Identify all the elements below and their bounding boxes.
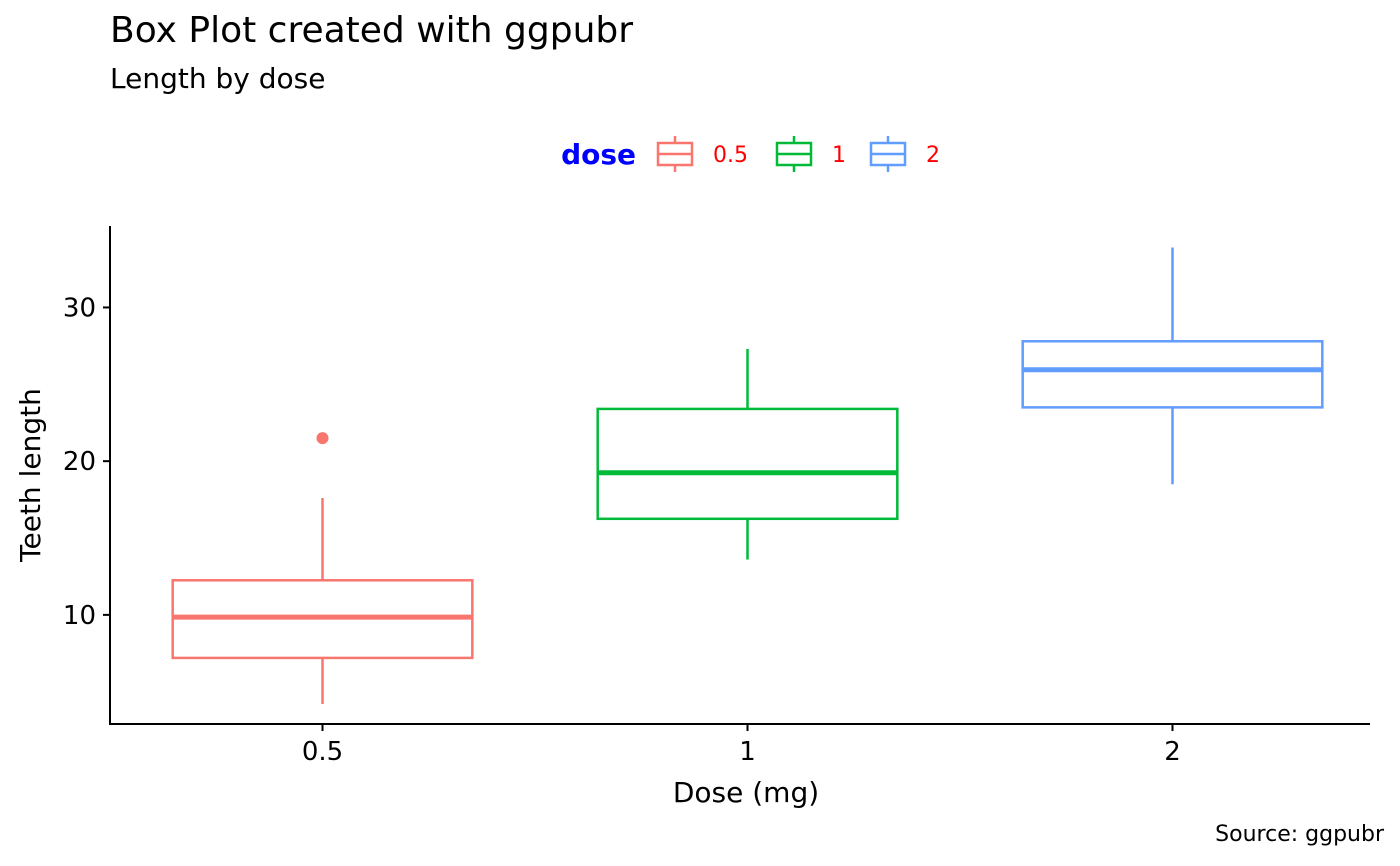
legend: dose 0.5 1 2: [561, 136, 940, 172]
y-tick-label: 30: [63, 293, 96, 323]
legend-item-2: 2: [869, 136, 940, 172]
x-tick-label: 2: [1164, 737, 1181, 767]
x-tick-label: 0.5: [302, 737, 343, 767]
box-iqr: [596, 407, 899, 521]
x-axis-label: Dose (mg): [673, 776, 819, 809]
y-tick-label: 10: [63, 601, 96, 631]
chart-caption: Source: ggpubr: [1215, 822, 1384, 847]
x-tick-label: 1: [739, 737, 756, 767]
legend-title: dose: [561, 138, 636, 171]
y-axis-label: Teeth length: [14, 388, 47, 563]
chart-subtitle: Length by dose: [110, 62, 326, 95]
boxes: [171, 247, 1324, 705]
chart-title: Box Plot created with ggpubr: [110, 10, 634, 51]
box-2: [1021, 247, 1324, 485]
legend-label: 0.5: [713, 143, 748, 168]
box-iqr: [1021, 340, 1324, 409]
legend-item-1: 1: [775, 136, 846, 172]
outlier-point: [316, 432, 329, 445]
box-0.5: [171, 432, 474, 705]
box-1: [596, 348, 899, 560]
axes: [109, 226, 1370, 725]
y-tick-label: 20: [63, 447, 96, 477]
legend-label: 1: [832, 143, 846, 168]
legend-label: 2: [926, 143, 940, 168]
legend-item-0.5: 0.5: [656, 136, 748, 172]
ticks: 10 20 30 0.5 1 2: [63, 293, 1181, 767]
